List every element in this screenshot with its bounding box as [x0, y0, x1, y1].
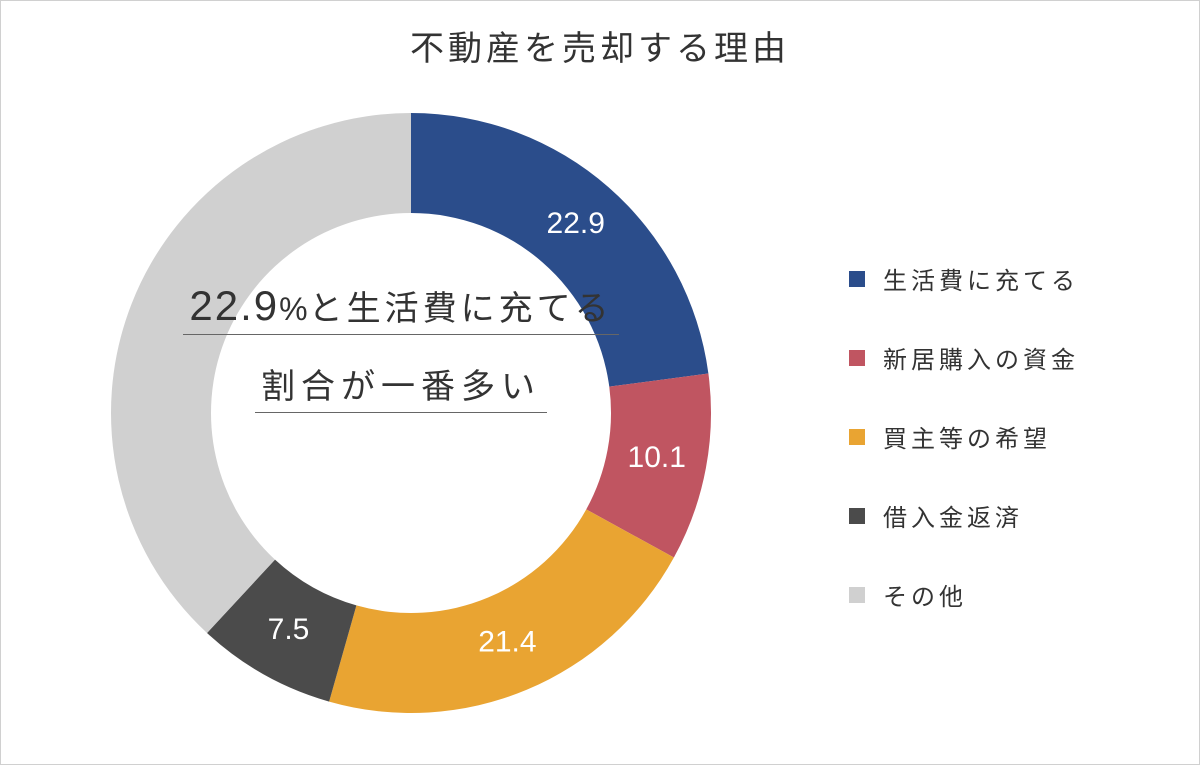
center-percent: % — [279, 291, 308, 327]
legend-item: 借入金返済 — [849, 498, 1139, 533]
donut-slice — [329, 509, 674, 713]
legend-item: 買主等の希望 — [849, 419, 1139, 454]
legend-item: 新居購入の資金 — [849, 340, 1139, 375]
donut-svg: 22.9 10.1 21.4 7.5 — [101, 103, 721, 723]
legend-swatch — [849, 429, 865, 445]
slice-value-label: 7.5 — [268, 613, 310, 646]
slice-value-label: 10.1 — [628, 441, 686, 474]
legend-label: 新居購入の資金 — [883, 340, 1079, 375]
center-value: 22.9 — [189, 282, 279, 329]
legend-label: その他 — [883, 577, 967, 612]
legend-item: 生活費に充てる — [849, 261, 1139, 296]
legend-swatch — [849, 508, 865, 524]
legend-swatch — [849, 350, 865, 366]
legend-swatch — [849, 271, 865, 287]
legend: 生活費に充てる新居購入の資金買主等の希望借入金返済その他 — [849, 261, 1139, 656]
slice-value-label: 22.9 — [547, 207, 605, 240]
legend-label: 買主等の希望 — [883, 419, 1051, 454]
legend-label: 借入金返済 — [883, 498, 1023, 533]
legend-item: その他 — [849, 577, 1139, 612]
center-rest: と生活費に充てる — [309, 290, 613, 328]
donut-chart: 22.9 10.1 21.4 7.5 — [71, 83, 751, 743]
chart-container: 不動産を売却する理由 22.9 10.1 21.4 7.5 22.9%と生活費に充てる… — [0, 0, 1200, 765]
legend-swatch — [849, 587, 865, 603]
legend-label: 生活費に充てる — [883, 261, 1079, 296]
slice-value-label: 21.4 — [478, 626, 536, 659]
center-line-1: 22.9%と生活費に充てる — [183, 281, 618, 335]
center-annotation: 22.9%と生活費に充てる 割合が一番多い — [51, 281, 751, 413]
chart-title: 不動産を売却する理由 — [1, 21, 1199, 70]
center-line-2: 割合が一番多い — [255, 359, 547, 413]
